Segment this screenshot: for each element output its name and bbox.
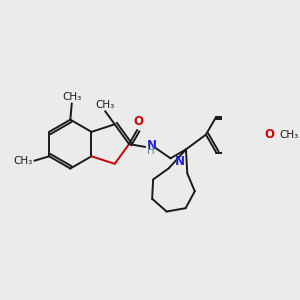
Text: N: N (147, 139, 157, 152)
Text: CH₃: CH₃ (62, 92, 81, 102)
Text: H: H (147, 146, 155, 156)
Text: CH₃: CH₃ (14, 156, 33, 166)
Text: O: O (133, 115, 143, 128)
Text: O: O (264, 128, 274, 141)
Text: N: N (175, 155, 185, 168)
Text: CH₃: CH₃ (279, 130, 298, 140)
Text: CH₃: CH₃ (95, 100, 115, 110)
